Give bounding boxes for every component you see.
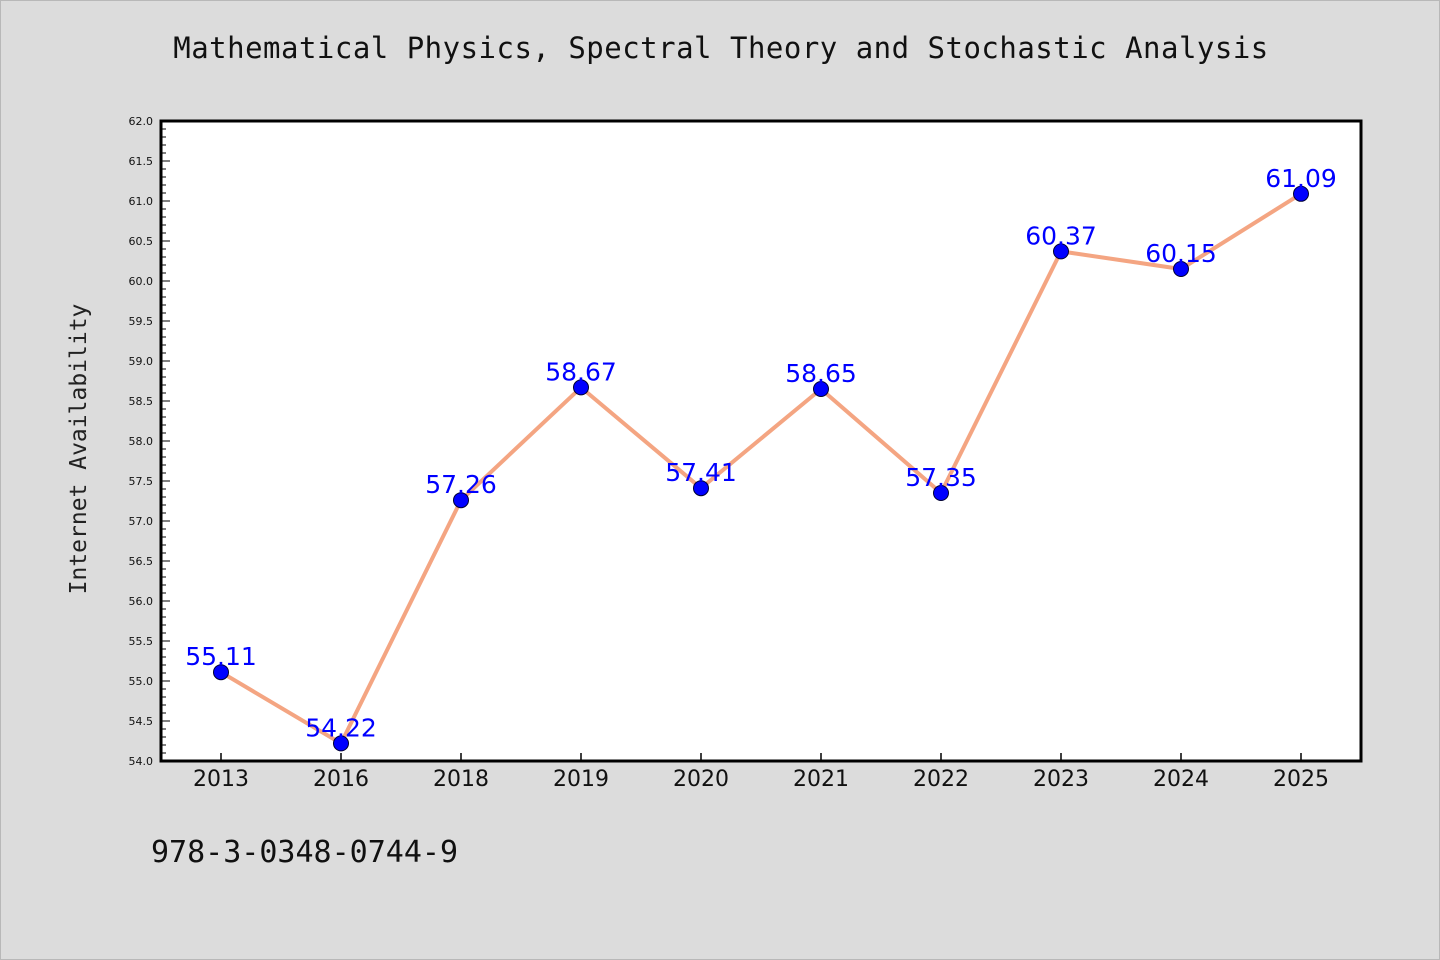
data-point: [933, 485, 949, 501]
y-tick-label: 56.0: [129, 595, 154, 608]
y-tick-label: 55.0: [129, 675, 154, 688]
x-tick-label: 2022: [913, 767, 969, 792]
data-label: 57.26: [425, 470, 497, 499]
x-tick-label: 2021: [793, 767, 849, 792]
x-tick-label: 2020: [673, 767, 729, 792]
data-label: 58.67: [545, 357, 617, 386]
data-label: 60.15: [1145, 239, 1217, 268]
y-tick-label: 60.0: [129, 275, 154, 288]
y-tick-label: 59.5: [129, 315, 154, 328]
data-point: [1173, 261, 1189, 277]
series-layer: 55.11 54.22 57.26 58.67 57.41 58.65 57.35 60.37…: [185, 164, 1337, 752]
x-tick-label: 2019: [553, 767, 609, 792]
data-point: [453, 492, 469, 509]
y-tick-label: 57.0: [129, 515, 154, 528]
data-label: 60.37: [1025, 221, 1097, 250]
y-tick-label: 57.5: [129, 475, 154, 488]
data-label: 54.22: [305, 713, 377, 742]
y-tick-label: 56.5: [129, 555, 154, 568]
y-tick-label: 60.5: [129, 235, 154, 248]
y-axis: 54.0 54.5 55.0 55.5 56.0 56.5 57.0 57.5 58.0 58.5…: [129, 115, 170, 768]
y-tick-label: 54.0: [129, 755, 154, 768]
y-tick-label: 54.5: [129, 715, 154, 728]
isbn-label: 978-3-0348-0744-9: [151, 835, 459, 870]
y-tick-label: 59.0: [129, 355, 154, 368]
data-label: 57.41: [665, 458, 737, 487]
data-point: [693, 480, 709, 497]
data-label: 58.65: [785, 359, 857, 388]
data-point: [1053, 243, 1069, 260]
x-tick-label: 2023: [1033, 767, 1089, 792]
data-label: 61.09: [1265, 164, 1337, 193]
x-tick-label: 2025: [1273, 767, 1329, 792]
x-tick-label: 2018: [433, 767, 489, 792]
x-tick-label: 2024: [1153, 767, 1209, 792]
data-point: [573, 379, 589, 396]
data-label: 57.35: [905, 463, 977, 492]
data-point: [1293, 185, 1309, 202]
y-axis-label: Internet Availability: [66, 304, 92, 595]
y-tick-label: 58.5: [129, 395, 154, 408]
series-line: [219, 191, 1303, 746]
x-tick-label: 2013: [193, 767, 249, 792]
data-point: [213, 664, 229, 681]
x-axis: 2013 2016 2018 2019 2020 2021 2022 2023 2024 2025: [193, 753, 1329, 792]
chart-title: Mathematical Physics, Spectral Theory an…: [173, 31, 1269, 65]
y-tick-label: 61.5: [129, 155, 154, 168]
data-label: 55.11: [185, 642, 257, 671]
x-tick-label: 2016: [313, 767, 369, 792]
data-point: [813, 381, 829, 397]
y-tick-label: 61.0: [129, 195, 154, 208]
data-point: [333, 735, 349, 752]
y-tick-label: 62.0: [129, 115, 154, 128]
y-tick-label: 55.5: [129, 635, 154, 648]
y-tick-label: 58.0: [129, 435, 154, 448]
